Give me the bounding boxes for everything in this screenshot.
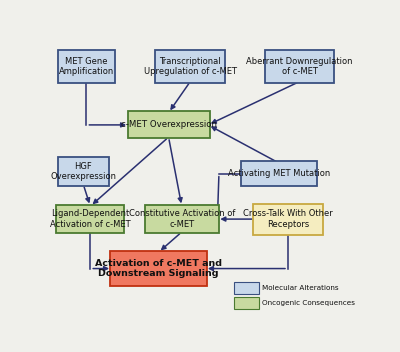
FancyBboxPatch shape bbox=[241, 162, 317, 186]
Text: Molecular Alterations: Molecular Alterations bbox=[262, 285, 339, 291]
FancyBboxPatch shape bbox=[234, 297, 259, 309]
FancyBboxPatch shape bbox=[253, 203, 323, 235]
Text: Activating MET Mutation: Activating MET Mutation bbox=[228, 169, 330, 178]
FancyBboxPatch shape bbox=[58, 157, 109, 186]
Text: Oncogenic Consequences: Oncogenic Consequences bbox=[262, 300, 355, 306]
FancyBboxPatch shape bbox=[266, 50, 334, 83]
FancyBboxPatch shape bbox=[234, 282, 259, 294]
Text: Constitutive Activation of
c-MET: Constitutive Activation of c-MET bbox=[128, 209, 235, 229]
FancyBboxPatch shape bbox=[110, 251, 206, 286]
FancyBboxPatch shape bbox=[144, 205, 219, 233]
FancyBboxPatch shape bbox=[128, 111, 210, 138]
Text: Transcriptional
Upregulation of c-MET: Transcriptional Upregulation of c-MET bbox=[144, 57, 237, 76]
Text: c-MET Overexpression: c-MET Overexpression bbox=[120, 120, 216, 130]
Text: Activation of c-MET and
Downstream Signaling: Activation of c-MET and Downstream Signa… bbox=[95, 259, 222, 278]
Text: Cross-Talk With Other
Receptors: Cross-Talk With Other Receptors bbox=[243, 209, 333, 229]
Text: Aberrant Downregulation
of c-MET: Aberrant Downregulation of c-MET bbox=[246, 57, 353, 76]
Text: Ligand-Dependent
Activation of c-MET: Ligand-Dependent Activation of c-MET bbox=[50, 209, 131, 229]
Text: MET Gene
Amplification: MET Gene Amplification bbox=[59, 57, 114, 76]
FancyBboxPatch shape bbox=[56, 205, 124, 233]
FancyBboxPatch shape bbox=[58, 50, 115, 83]
Text: HGF
Overexpression: HGF Overexpression bbox=[50, 162, 116, 181]
FancyBboxPatch shape bbox=[155, 50, 225, 83]
